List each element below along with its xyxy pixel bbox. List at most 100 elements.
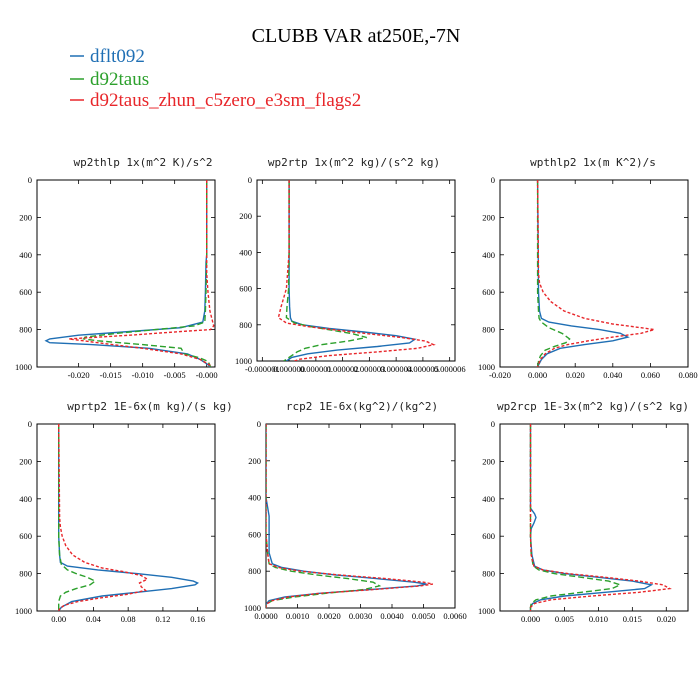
legend-label-3: d92taus_zhun_c5zero_e3sm_flags2 xyxy=(90,90,361,111)
y-tick-label: 200 xyxy=(482,212,495,222)
x-tick-label: 0.0000 xyxy=(254,611,277,621)
y-tick-label: 800 xyxy=(19,325,32,335)
y-tick-label: 200 xyxy=(239,211,252,221)
x-tick-label: 0.000000 xyxy=(273,364,305,374)
panel-title: wp2rcp 1E-3x(m^2 kg)/(s^2 kg) xyxy=(497,400,689,413)
x-tick-label: 0.16 xyxy=(190,614,205,624)
x-tick-label: 0.000 xyxy=(528,370,547,380)
x-tick-label: 0.020 xyxy=(657,614,676,624)
y-tick-label: 400 xyxy=(239,247,252,257)
panels: wp2thlp 1x(m^2 K)/s^2 0 200 400 600 800 1000 -0… xyxy=(15,156,698,624)
panel-2: wp2rtp 1x(m^2 kg)/(s^2 kg) 0 200 400 600 800 1… xyxy=(235,156,466,374)
plot-frame xyxy=(499,179,689,368)
series-line-3 xyxy=(529,424,672,611)
y-tick-label: 400 xyxy=(248,493,261,503)
x-tick-label: 0.000003 xyxy=(353,364,385,374)
y-tick-label: 600 xyxy=(482,287,495,297)
series-line-3 xyxy=(266,424,434,608)
x-tick-label: 0.000006 xyxy=(434,364,466,374)
series-line-3 xyxy=(58,424,149,611)
x-tick-label: 0.005 xyxy=(555,614,574,624)
legend-item-3: d92taus_zhun_c5zero_e3sm_flags2 xyxy=(70,90,361,111)
x-tick-label: 0.000001 xyxy=(300,364,332,374)
x-tick-label: 0.015 xyxy=(623,614,642,624)
series-line-3 xyxy=(277,180,436,361)
series-line-1 xyxy=(529,424,654,611)
x-tick-label: 0.000 xyxy=(521,614,540,624)
series-line-2 xyxy=(58,424,97,611)
y-tick-label: 1000 xyxy=(15,362,32,372)
series-line-1 xyxy=(286,180,417,361)
x-tick-label: -0.000001 xyxy=(245,364,280,374)
series-line-2 xyxy=(536,180,571,367)
x-tick-label: 0.060 xyxy=(641,370,660,380)
x-tick-label: 0.020 xyxy=(566,370,585,380)
y-tick-label: 400 xyxy=(19,494,32,504)
y-tick-label: 1000 xyxy=(478,606,495,616)
y-tick-label: 0 xyxy=(248,175,252,185)
y-tick-label: 400 xyxy=(482,494,495,504)
plot-frame xyxy=(499,423,689,612)
x-tick-label: 0.010 xyxy=(589,614,608,624)
series-line-1 xyxy=(58,424,200,611)
x-tick-label: -0.010 xyxy=(132,370,154,380)
plot-frame xyxy=(256,179,456,362)
y-tick-label: 200 xyxy=(248,456,261,466)
x-tick-label: -0.015 xyxy=(100,370,122,380)
y-tick-label: 800 xyxy=(482,325,495,335)
x-tick-label: 0.0030 xyxy=(349,611,372,621)
series-line-1 xyxy=(266,424,427,608)
series-line-2 xyxy=(266,424,382,608)
x-tick-label: 0.04 xyxy=(86,614,102,624)
series-line-1 xyxy=(44,180,211,367)
plot-frame xyxy=(36,179,216,368)
series-line-2 xyxy=(283,180,367,361)
y-tick-label: 1000 xyxy=(244,603,261,613)
panel-5: rcp2 1E-6x(kg^2)/(kg^2) 0 200 400 600 800 1000… xyxy=(244,400,467,621)
y-tick-label: 600 xyxy=(19,287,32,297)
y-tick-label: 1000 xyxy=(478,362,495,372)
y-tick-label: 0 xyxy=(28,419,32,429)
panel-6: wp2rcp 1E-3x(m^2 kg)/(s^2 kg)0 200 400 600 8… xyxy=(478,400,689,624)
y-tick-label: 0 xyxy=(491,175,495,185)
x-tick-label: 0.000002 xyxy=(327,364,359,374)
legend-item-2: d92taus xyxy=(70,69,149,90)
x-tick-label: 0.0020 xyxy=(317,611,340,621)
y-tick-label: 600 xyxy=(248,529,261,539)
plot-frame xyxy=(36,423,216,612)
panel-title: wp2rtp 1x(m^2 kg)/(s^2 kg) xyxy=(268,156,440,169)
x-tick-label: 0.12 xyxy=(155,614,170,624)
y-tick-label: 600 xyxy=(482,531,495,541)
panel-title: wprtp2 1E-6x(m kg)/(s kg) xyxy=(67,400,233,413)
y-tick-label: 400 xyxy=(482,250,495,260)
y-tick-label: 800 xyxy=(239,320,252,330)
x-tick-label: 0.00 xyxy=(51,614,66,624)
x-tick-label: 0.000005 xyxy=(407,364,439,374)
y-tick-label: 800 xyxy=(248,566,261,576)
series-line-2 xyxy=(529,424,623,611)
panel-title: wp2thlp 1x(m^2 K)/s^2 xyxy=(73,156,212,169)
panel-1: wp2thlp 1x(m^2 K)/s^2 0 200 400 600 800 1000 -0… xyxy=(15,156,218,380)
figure-title: CLUBB VAR at250E,-7N xyxy=(252,25,461,47)
panel-title: rcp2 1E-6x(kg^2)/(kg^2) xyxy=(286,400,438,413)
y-tick-label: 200 xyxy=(482,456,495,466)
legend: dflt092 d92taus d92taus_zhun_c5zero_e3sm… xyxy=(70,46,361,111)
x-tick-label: 0.040 xyxy=(603,370,622,380)
series-line-3 xyxy=(536,180,655,367)
x-tick-label: -0.000 xyxy=(196,370,218,380)
plot-frame xyxy=(265,423,456,609)
legend-label-1: dflt092 xyxy=(90,46,145,67)
x-tick-label: 0.000004 xyxy=(380,364,413,374)
y-tick-label: 600 xyxy=(19,531,32,541)
legend-label-2: d92taus xyxy=(90,69,149,90)
y-tick-label: 600 xyxy=(239,284,252,294)
y-tick-label: 1000 xyxy=(15,606,32,616)
y-tick-label: 0 xyxy=(491,419,495,429)
x-tick-label: 0.0050 xyxy=(412,611,435,621)
x-tick-label: 0.0040 xyxy=(380,611,403,621)
y-tick-label: 0 xyxy=(257,419,261,429)
x-tick-label: 0.0060 xyxy=(443,611,466,621)
y-tick-label: 400 xyxy=(19,250,32,260)
y-tick-label: 200 xyxy=(19,456,32,466)
series-line-2 xyxy=(82,180,212,367)
